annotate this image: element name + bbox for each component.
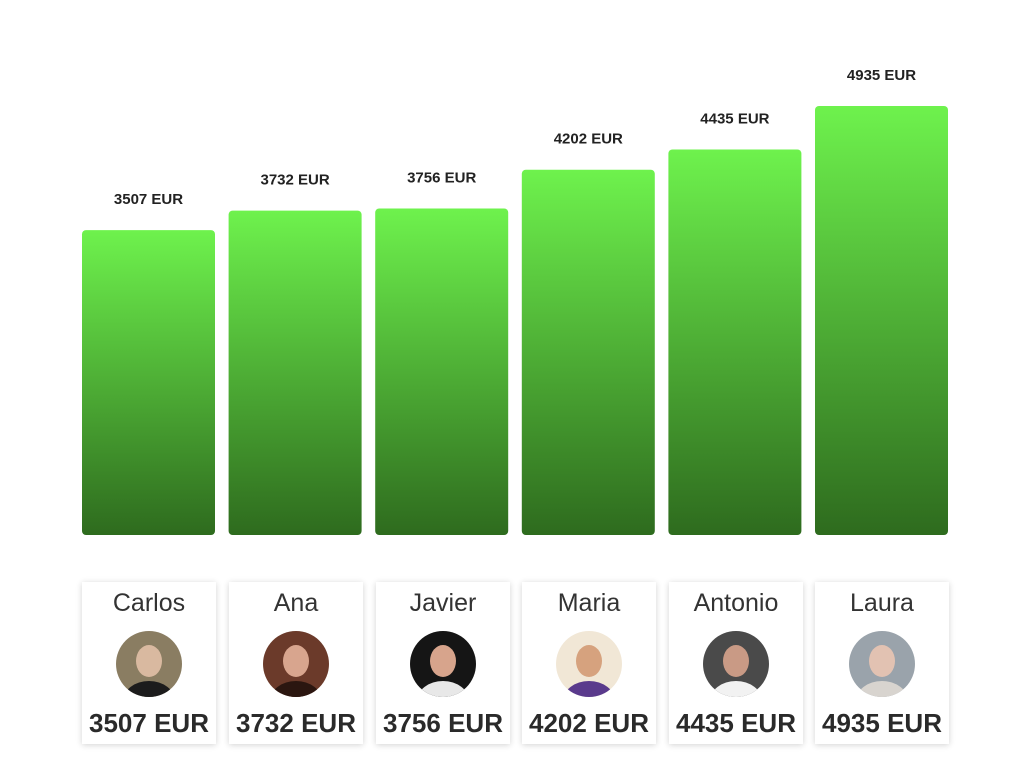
bar-ana (228, 210, 362, 535)
bar-maria (521, 169, 655, 535)
person-name: Carlos (112, 589, 186, 617)
person-card-antonio: Antonio 4435 EUR (669, 582, 803, 744)
person-value: 3507 EUR (89, 708, 209, 738)
person-name: Ana (273, 589, 319, 617)
bar-carlos (82, 230, 215, 535)
bar-laura (815, 106, 948, 535)
bar-value-label: 4435 EUR (700, 110, 769, 127)
person-value: 4435 EUR (676, 708, 796, 738)
bar-value-label: 3732 EUR (260, 172, 329, 189)
person-value: 4202 EUR (529, 708, 649, 738)
person-name: Laura (850, 589, 914, 617)
avatar (556, 631, 622, 697)
avatar (263, 631, 329, 697)
bar-value-label: 4202 EUR (554, 131, 623, 148)
person-name: Maria (557, 589, 621, 617)
avatar (410, 631, 476, 697)
person-card-laura: Laura 4935 EUR (815, 582, 949, 744)
person-card-javier: Javier 3756 EUR (376, 582, 510, 744)
avatar (116, 631, 182, 697)
bars-area: 3507 EUR 3732 EUR 3756 EUR 4202 EUR 4435 EUR… (82, 67, 948, 536)
avatar (703, 631, 769, 697)
bar-javier (375, 208, 509, 535)
bar-antonio (668, 149, 802, 536)
person-value: 3756 EUR (383, 708, 503, 738)
person-name: Javier (409, 589, 477, 617)
avatar (849, 631, 915, 697)
person-name: Antonio (693, 589, 779, 617)
person-value: 4935 EUR (822, 708, 942, 738)
person-card-ana: Ana 3732 EUR (229, 582, 363, 744)
person-card-maria: Maria 4202 EUR (522, 582, 656, 744)
person-value: 3732 EUR (236, 708, 356, 738)
person-card-carlos: Carlos 3507 EUR (82, 582, 216, 744)
bar-value-label: 3507 EUR (114, 191, 183, 208)
bar-value-label: 4935 EUR (847, 67, 916, 84)
bar-value-label: 3756 EUR (407, 169, 476, 186)
